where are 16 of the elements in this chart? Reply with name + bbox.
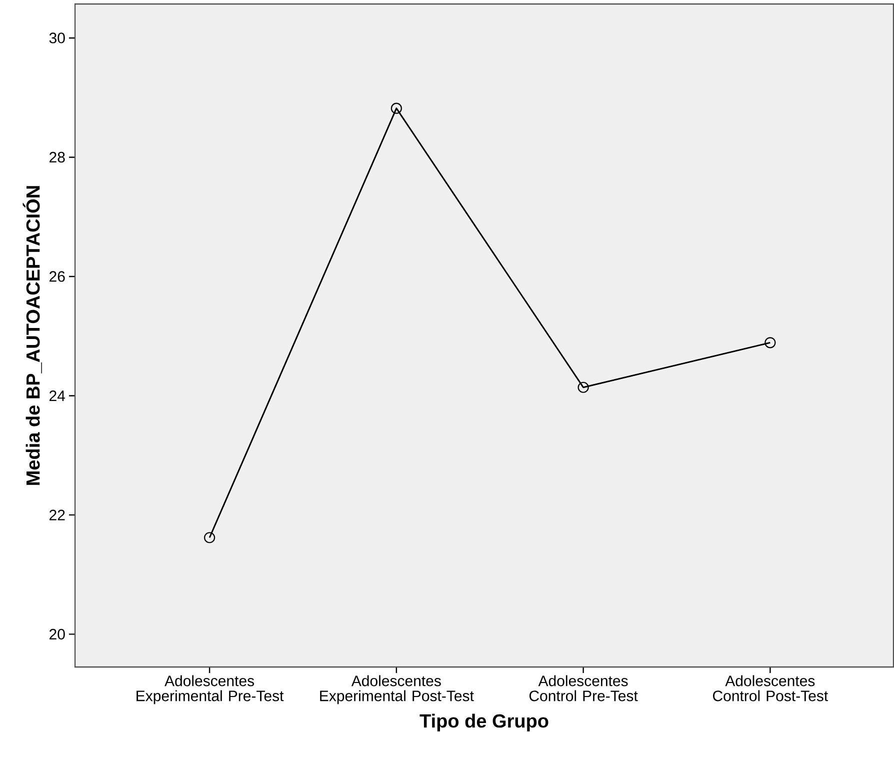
x-tick-label: Adolescentes Control Pre-Test [529,675,638,702]
x-tick-label: Adolescentes Experimental Pre-Test [136,675,284,704]
point [204,532,216,544]
x-axis-title: Tipo de Grupo [420,714,548,732]
y-tick-label: 22 [50,510,65,520]
point [764,337,776,348]
y-tick-label: 24 [50,390,66,401]
y-axis-title: Media de BP_AUTOACEPTACIÓN [22,186,42,485]
x-tick-label: Adolescentes Experimental Post-Test [320,675,474,704]
y-tick-label: 26 [50,271,65,282]
point [390,102,402,114]
y-tick-label: 30 [49,32,65,44]
y-tick-label: 20 [50,628,65,640]
x-tick-label: Adolescentes Control Post-Test [713,675,828,702]
point [578,382,589,393]
y-tick-label: 28 [50,152,65,163]
